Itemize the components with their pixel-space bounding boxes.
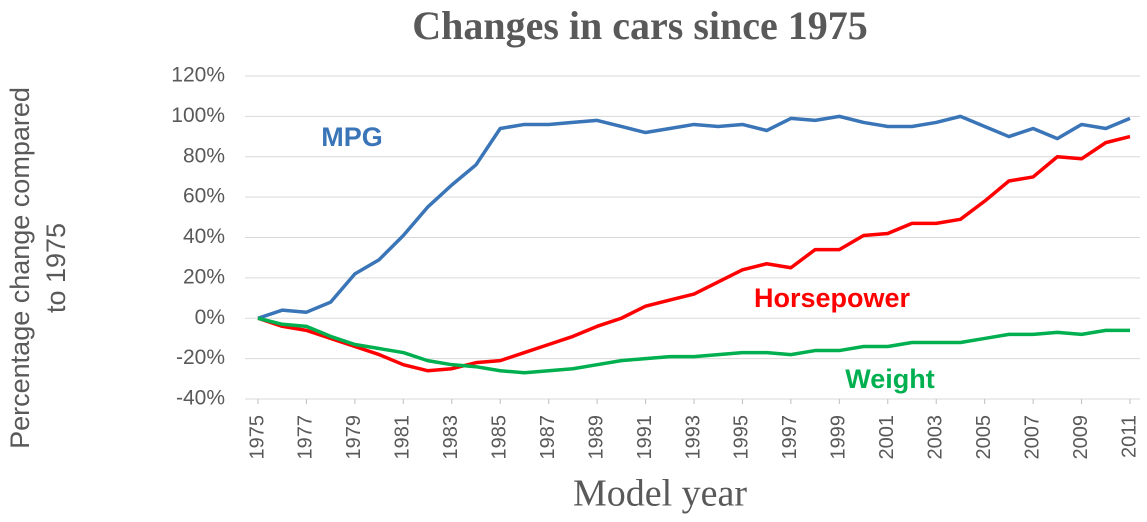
x-tick-label: 2005 xyxy=(973,415,995,460)
y-axis-label: Percentage change compared xyxy=(5,87,35,449)
x-axis-label: Model year xyxy=(573,473,747,515)
y-tick-label: 40% xyxy=(183,225,225,248)
x-tick-label: 1987 xyxy=(537,415,559,460)
x-tick-label: 1983 xyxy=(440,415,462,460)
y-tick-label: 80% xyxy=(183,144,225,167)
x-tick-label: 1995 xyxy=(731,415,753,460)
y-tick-label: -40% xyxy=(176,387,225,410)
series-label: MPG xyxy=(321,122,383,152)
y-tick-label: 60% xyxy=(183,185,225,208)
y-tick-label: 0% xyxy=(195,306,225,329)
x-tick-label: 1991 xyxy=(634,415,656,460)
chart-title: Changes in cars since 1975 xyxy=(412,3,868,48)
x-tick-label: 1993 xyxy=(682,415,704,460)
x-tick-label: 2003 xyxy=(925,415,947,460)
x-tick-label: 1985 xyxy=(489,415,511,460)
series-label: Horsepower xyxy=(754,283,911,313)
series-label: Weight xyxy=(845,364,935,394)
x-tick-label: 2009 xyxy=(1070,415,1092,460)
x-tick-label: 1981 xyxy=(392,415,414,460)
series-line xyxy=(257,114,1131,320)
x-tick-label: 1997 xyxy=(779,415,801,460)
x-tick-label: 1975 xyxy=(246,415,268,460)
x-tick-label: 2007 xyxy=(1021,415,1043,460)
y-tick-label: 120% xyxy=(171,64,225,87)
x-tick-label: 2001 xyxy=(876,415,898,460)
x-tick-label: 1977 xyxy=(295,415,317,460)
y-axis-label: to 1975 xyxy=(41,223,71,313)
series-line xyxy=(257,316,1130,375)
y-tick-label: 100% xyxy=(171,104,225,127)
x-tick-label: 1989 xyxy=(585,415,607,460)
x-tick-label: 2011 xyxy=(1118,415,1140,458)
y-tick-label: 20% xyxy=(183,265,225,288)
y-tick-label: -20% xyxy=(176,346,225,369)
x-tick-label: 1999 xyxy=(828,415,850,460)
series-line xyxy=(257,134,1131,373)
x-tick-label: 1979 xyxy=(343,415,365,460)
